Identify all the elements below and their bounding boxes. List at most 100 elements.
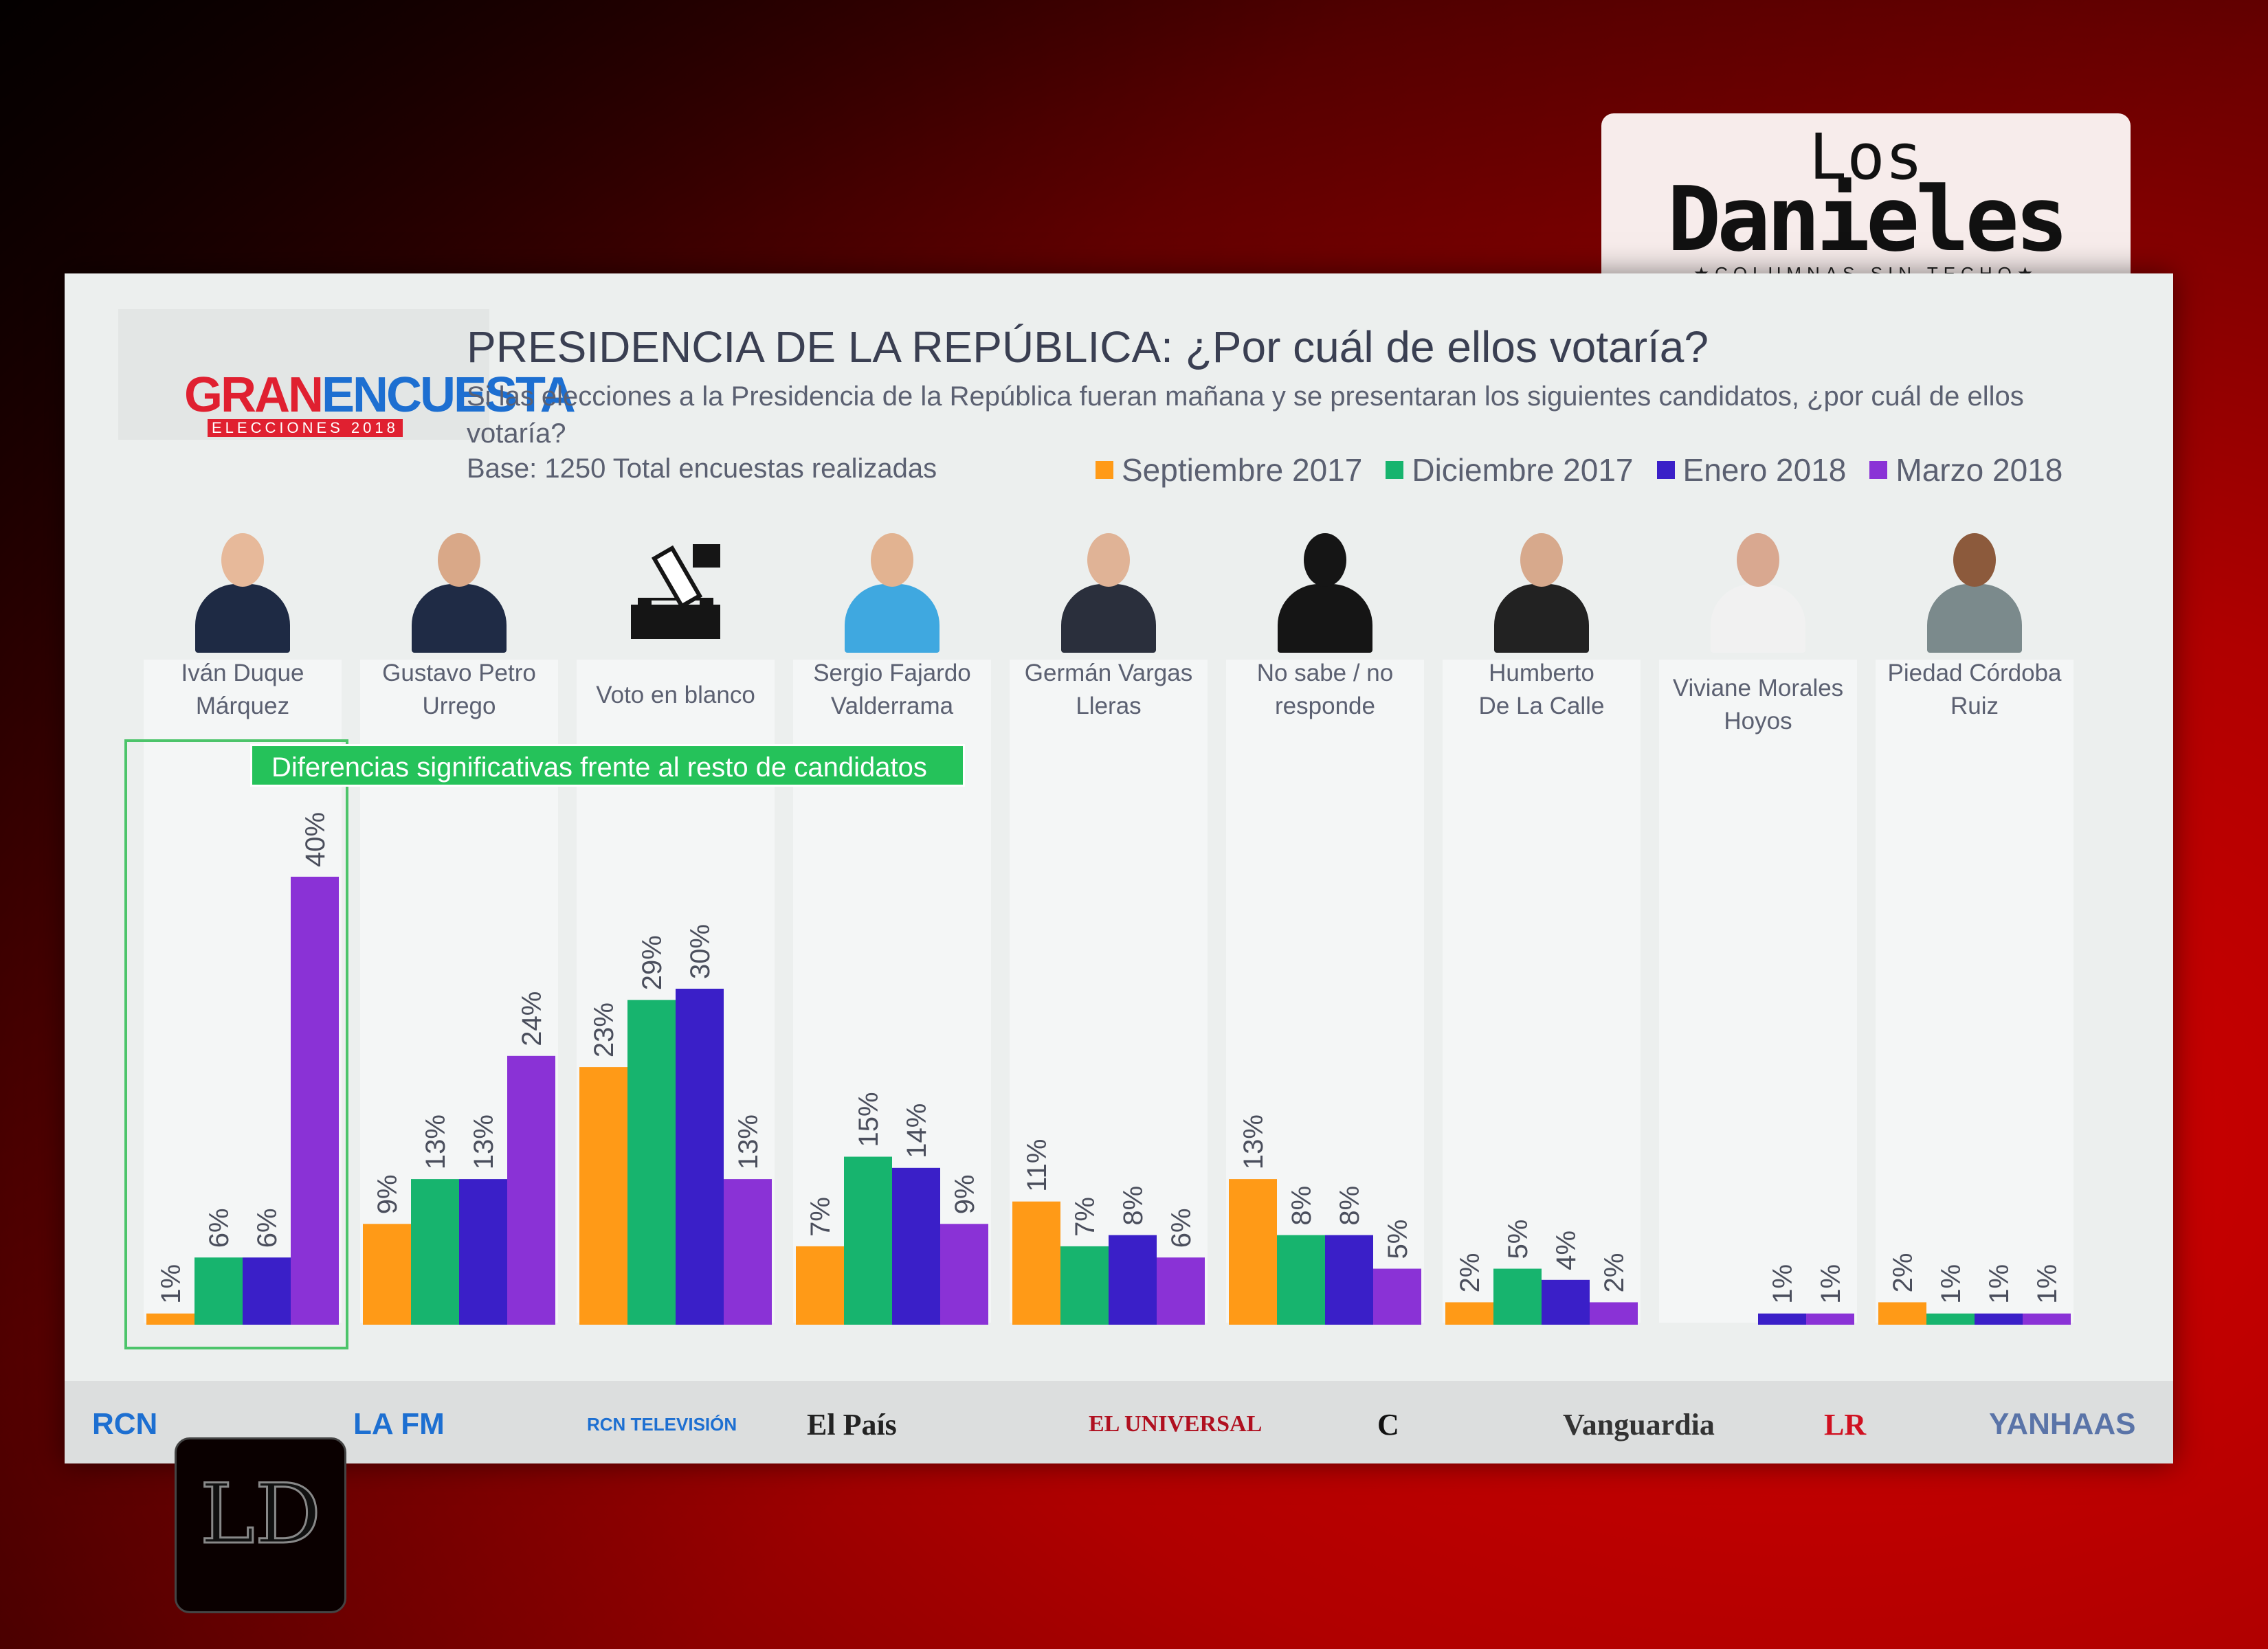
ballot-box-icon: [624, 529, 727, 653]
bar: [844, 1156, 892, 1325]
bar: [1157, 1257, 1205, 1325]
bar-value-label: 1%: [1936, 1264, 1966, 1304]
logo-danieles: Danieles: [1667, 167, 2069, 271]
bar: [1926, 1313, 1975, 1325]
candidate-photo: [841, 529, 944, 653]
candidate-column: [1443, 660, 1641, 1323]
candidate-name-line: Valderrama: [830, 693, 954, 719]
candidate-name-line: Ruiz: [1950, 693, 1999, 719]
bar: [1806, 1313, 1854, 1325]
photo-head: [871, 533, 913, 587]
bar-value-label: 14%: [902, 1103, 932, 1158]
bar: [146, 1313, 194, 1325]
bar-value-label: 2%: [1888, 1253, 1918, 1293]
photo-body: [1061, 584, 1156, 653]
footer-logo: YANHAAS: [1989, 1407, 2136, 1441]
bar-value-label: 7%: [805, 1197, 836, 1237]
candidate-name-line: responde: [1275, 693, 1375, 719]
bar: [1060, 1246, 1109, 1325]
footer-logo: Vanguardia: [1563, 1407, 1715, 1442]
bar: [676, 989, 724, 1325]
legend-swatch: [1096, 461, 1113, 479]
bar: [1445, 1302, 1493, 1325]
candidate-name-line: Viviane Morales: [1672, 675, 1844, 702]
legend-swatch: [1869, 461, 1888, 479]
photo-body: [1278, 584, 1372, 653]
photo-head: [221, 533, 264, 587]
bar-value-label: 1%: [156, 1264, 186, 1304]
bar: [796, 1246, 844, 1325]
bar-value-label: 5%: [1383, 1220, 1413, 1259]
bar-value-label: 11%: [1022, 1139, 1052, 1192]
bar: [411, 1179, 459, 1325]
photo-body: [845, 584, 940, 653]
bar: [1229, 1179, 1277, 1325]
candidate-name-line: Gustavo Petro: [382, 660, 536, 686]
bar-value-label: 40%: [300, 812, 331, 867]
chart-legend: Septiembre 2017 Diciembre 2017 Enero 2018 M…: [1096, 451, 2063, 489]
photo-body: [1494, 584, 1589, 653]
candidate-column: [1659, 660, 1857, 1323]
bar: [243, 1257, 291, 1325]
bar: [1373, 1268, 1421, 1325]
footer-logo: C: [1377, 1407, 1399, 1442]
sponsor-footer: [65, 1381, 2173, 1463]
photo-body: [412, 584, 507, 653]
bar-value-label: 6%: [1166, 1208, 1197, 1248]
bar-value-label: 23%: [589, 1002, 619, 1057]
candidate-name: Piedad Córdoba Ruiz: [1876, 657, 2074, 723]
candidate-name-line: Piedad Córdoba: [1887, 660, 2062, 686]
bar-value-label: 1%: [1984, 1264, 2014, 1304]
bar-value-label: 1%: [1768, 1264, 1798, 1304]
candidate-photo: [1923, 529, 2026, 653]
candidate-photo: [1274, 529, 1377, 653]
candidate-photo: [1490, 529, 1593, 653]
bar: [1277, 1235, 1325, 1325]
bar-value-label: 15%: [854, 1092, 884, 1147]
candidate-name: Iván Duque Márquez: [144, 657, 342, 723]
candidate-name-line: Germán Vargas: [1024, 660, 1193, 686]
candidate-photo: [1706, 529, 1810, 653]
bar-value-label: 2%: [1455, 1253, 1485, 1293]
poll-screen: GRANENCUESTA ELECCIONES 2018 PRESIDENCIA…: [65, 273, 2173, 1463]
candidate-name-line: Humberto: [1489, 660, 1594, 686]
bar-value-label: 13%: [469, 1114, 499, 1169]
bar-value-label: 30%: [685, 924, 715, 979]
bar: [1758, 1313, 1806, 1325]
ld-logo: LD: [175, 1437, 346, 1613]
logo-los: Los: [1808, 120, 1924, 194]
bar: [892, 1167, 940, 1325]
candidate-name-line: No sabe / no: [1256, 660, 1394, 686]
bar-value-label: 29%: [637, 935, 667, 990]
bar-value-label: 8%: [1118, 1186, 1148, 1226]
bar: [579, 1067, 627, 1325]
ld-mark: LD: [199, 1466, 322, 1564]
legend-label: Enero 2018: [1682, 452, 1847, 488]
bar: [363, 1224, 411, 1325]
photo-head: [1520, 533, 1563, 587]
logo-encuesta: ENCUESTA: [322, 368, 576, 423]
photo-head: [438, 533, 480, 587]
legend-label: Septiembre 2017: [1122, 452, 1363, 488]
bar-value-label: 24%: [517, 991, 547, 1046]
bar: [291, 877, 339, 1325]
bar: [2023, 1313, 2071, 1325]
candidate-name-line: Urrego: [422, 693, 496, 719]
legend-item: Enero 2018: [1656, 451, 1847, 489]
photo-body: [195, 584, 290, 653]
candidate-photo: [191, 529, 294, 653]
chart-subtitle: Si las elecciones a la Presidencia de la…: [467, 381, 2024, 449]
bar-value-label: 13%: [421, 1114, 451, 1169]
bar-value-label: 8%: [1335, 1186, 1365, 1226]
los-danieles-logo: Los Danieles ★COLUMNAS SIN TECHO★: [1601, 113, 2131, 293]
candidate-column: [1876, 660, 2074, 1323]
footer-logo: RCN: [92, 1407, 158, 1441]
bar: [1878, 1302, 1926, 1325]
bar: [940, 1224, 988, 1325]
bar-value-label: 1%: [1816, 1264, 1846, 1304]
legend-label: Diciembre 2017: [1412, 452, 1634, 488]
bar-value-label: 7%: [1070, 1197, 1100, 1237]
photo-body: [1711, 584, 1805, 653]
photo-head: [1953, 533, 1996, 587]
bar-value-label: 9%: [373, 1174, 403, 1214]
